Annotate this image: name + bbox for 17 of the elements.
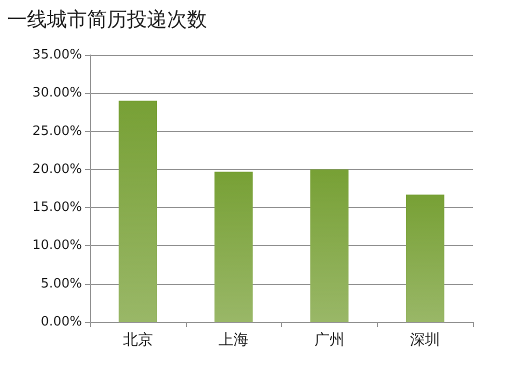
y-tick-label: 5.00% [40,276,82,292]
y-tick-label: 15.00% [32,200,82,216]
y-tick-label: 0.00% [40,314,82,330]
bar [310,169,349,322]
x-tick-label: 上海 [218,330,249,348]
y-tick-label: 35.00% [32,48,82,62]
bar [118,100,158,322]
bar [214,172,253,322]
y-tick-label: 30.00% [32,86,82,101]
y-tick-label: 10.00% [32,238,82,254]
x-tick-label: 深圳 [410,330,440,348]
y-tick-label: 20.00% [32,162,82,177]
x-tick-label: 北京 [122,330,153,348]
chart-title: 一线城市简历投递次数 [7,7,207,31]
y-tick-label: 25.00% [32,124,82,139]
x-tick-label: 广州 [314,330,344,348]
bar [406,194,444,322]
